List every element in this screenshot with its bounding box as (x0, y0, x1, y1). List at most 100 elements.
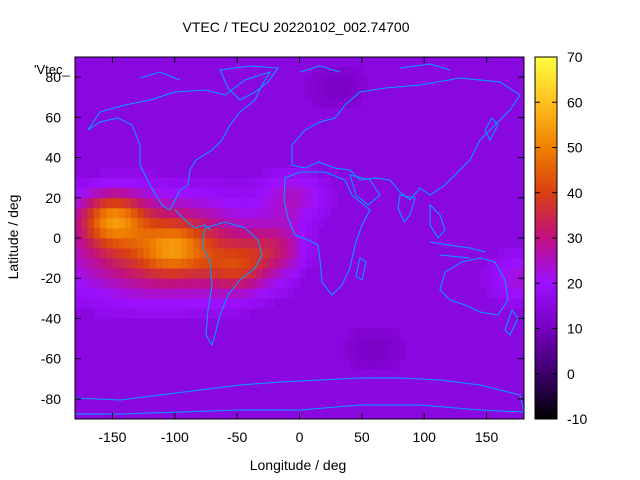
heatmap-cell (106, 217, 113, 229)
heatmap-cell (380, 358, 388, 370)
heatmap-cell (511, 298, 519, 309)
heatmap-cell (112, 258, 120, 269)
heatmap-cell (124, 167, 132, 179)
heatmap-cell (249, 207, 257, 219)
heatmap-cell (230, 187, 238, 199)
heatmap-cell (112, 288, 120, 299)
heatmap-cell (492, 278, 500, 289)
heatmap-cell (137, 227, 144, 239)
heatmap-cell (193, 298, 201, 309)
heatmap-cell (212, 298, 219, 309)
coastline-southeast-asia (429, 203, 446, 239)
heatmap-cell (237, 227, 244, 239)
heatmap-cell (336, 77, 344, 88)
heatmap-cell (162, 248, 169, 259)
heatmap-cell (156, 298, 163, 309)
heatmap-cell (187, 187, 194, 199)
heatmap-cell (106, 167, 113, 179)
heatmap-cell (181, 227, 188, 239)
heatmap-cell (187, 268, 194, 279)
heatmap-cell (99, 207, 107, 219)
heatmap-cell (131, 177, 138, 189)
heatmap-cell (287, 187, 294, 199)
heatmap-cell (137, 197, 144, 209)
heatmap-cell (268, 197, 275, 209)
heatmap-cell (243, 248, 251, 259)
heatmap-cell (131, 207, 138, 219)
heatmap-cell (174, 258, 182, 269)
heatmap-cell (224, 238, 232, 249)
colorbar-tick-label: 0 (567, 366, 575, 382)
heatmap-cell (93, 298, 101, 309)
heatmap-cell (262, 268, 269, 279)
heatmap-cell (511, 248, 519, 259)
heatmap-cell (505, 258, 512, 269)
heatmap-cell (106, 177, 113, 189)
heatmap-cell (193, 217, 201, 229)
heatmap-cell (280, 288, 288, 299)
heatmap-cell (305, 248, 313, 259)
heatmap-cell (168, 258, 176, 269)
heatmap-cell (287, 177, 294, 189)
heatmap-cell (243, 217, 251, 229)
heatmap-cell (143, 248, 151, 259)
heatmap-cell (193, 238, 201, 249)
heatmap-cell (249, 268, 257, 279)
heatmap-cell (237, 298, 244, 309)
heatmap-cell (218, 177, 226, 189)
heatmap-cell (124, 308, 132, 319)
heatmap-cell (224, 308, 232, 319)
heatmap-cell (311, 87, 319, 98)
heatmap-cell (311, 67, 319, 78)
heatmap-cell (87, 278, 95, 289)
coastline-greenland (219, 65, 279, 101)
heatmap-cell (311, 177, 319, 189)
heatmap-cell (149, 238, 157, 249)
heatmap-cell (287, 248, 294, 259)
heatmap-cell (131, 187, 138, 199)
heatmap-cell (162, 278, 169, 289)
heatmap-cell (143, 227, 151, 239)
heatmap-cell (280, 177, 288, 189)
heatmap-cell (106, 248, 113, 259)
heatmap-cell (336, 87, 344, 98)
heatmap-cell (243, 187, 251, 199)
x-tick-label: 150 (475, 429, 499, 445)
heatmap-cell (212, 177, 219, 189)
heatmap-cell (330, 97, 338, 108)
heatmap-cell (75, 248, 82, 259)
heatmap-cell (193, 288, 201, 299)
coastline-north-america (87, 71, 272, 211)
heatmap-cell (124, 248, 132, 259)
heatmap-cell (393, 358, 400, 370)
heatmap-cell (143, 258, 151, 269)
heatmap-cell (174, 308, 182, 319)
heatmap-cell (118, 268, 126, 279)
y-tick-label: -80 (41, 391, 61, 407)
heatmap-cell (93, 197, 101, 209)
heatmap-cell (106, 207, 113, 219)
heatmap-cell (361, 348, 369, 360)
heatmap-cell (399, 348, 406, 360)
heatmap-cell (268, 258, 275, 269)
x-tick-label: -100 (161, 429, 189, 445)
heatmap-cell (293, 207, 300, 219)
heatmap-cell (230, 197, 238, 209)
heatmap-cell (230, 227, 238, 239)
coastline-central-america (174, 209, 211, 231)
heatmap-cell (199, 238, 207, 249)
heatmap-cell (249, 248, 257, 259)
heatmap-cell (81, 177, 88, 189)
heatmap-cell (368, 358, 375, 370)
heatmap-cell (274, 167, 282, 179)
heatmap-cell (106, 298, 113, 309)
heatmap-cell (243, 268, 251, 279)
heatmap-cell (193, 227, 201, 239)
heatmap-cell (336, 67, 344, 78)
heatmap-cell (249, 227, 257, 239)
heatmap-cell (237, 248, 244, 259)
heatmap-cell (143, 167, 151, 179)
heatmap-cell (75, 217, 82, 229)
heatmap-cell (112, 248, 120, 259)
heatmap-cell (137, 278, 144, 289)
